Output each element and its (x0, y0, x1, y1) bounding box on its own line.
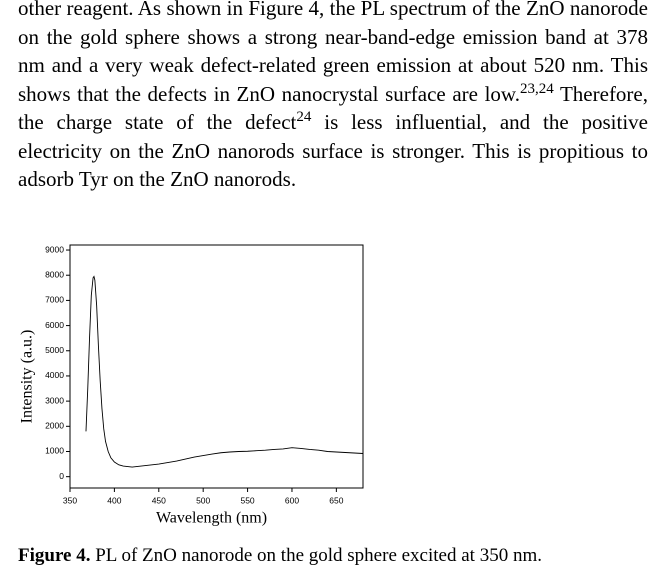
caption: Figure 4. PL of ZnO nanorode on the gold… (18, 545, 542, 567)
caption-text: PL of ZnO nanorode on the gold sphere ex… (90, 545, 542, 566)
text-run: Therefore, the charge state of the defec… (18, 81, 648, 135)
y-tick-label: 4000 (45, 370, 64, 380)
x-tick-label: 350 (63, 495, 77, 505)
y-axis-label: Intensity (a.u.) (19, 330, 36, 424)
caption-label: Figure 4. (18, 545, 91, 566)
x-tick-label: 550 (240, 495, 254, 505)
y-tick-label: 2000 (45, 421, 64, 431)
x-axis-label: Wavelength (nm) (156, 510, 267, 527)
text-run: is less influential, and the positive el… (18, 110, 648, 191)
x-tick-label: 600 (285, 495, 299, 505)
citation: 23,24 (519, 80, 554, 97)
y-tick-label: 3000 (45, 395, 64, 405)
x-tick-label: 650 (329, 495, 343, 505)
x-tick-label: 450 (152, 495, 166, 505)
x-tick-label: 500 (196, 495, 210, 505)
y-tick-label: 9000 (45, 244, 64, 254)
y-tick-label: 1000 (45, 446, 64, 456)
x-tick-label: 400 (107, 495, 121, 505)
y-tick-label: 5000 (45, 345, 64, 355)
paragraph: other reagent. As shown in Figure 4, the… (18, 0, 648, 194)
y-tick-label: 7000 (45, 295, 64, 305)
citation: 24 (296, 109, 312, 125)
spectrum-line (85, 275, 364, 468)
y-tick-label: 0 (59, 471, 64, 481)
y-tick-label: 6000 (45, 320, 64, 330)
plot-frame (69, 244, 364, 489)
y-tick-label: 8000 (45, 269, 64, 279)
text-run: other reagent. As shown in Figure 4, the… (18, 0, 648, 106)
